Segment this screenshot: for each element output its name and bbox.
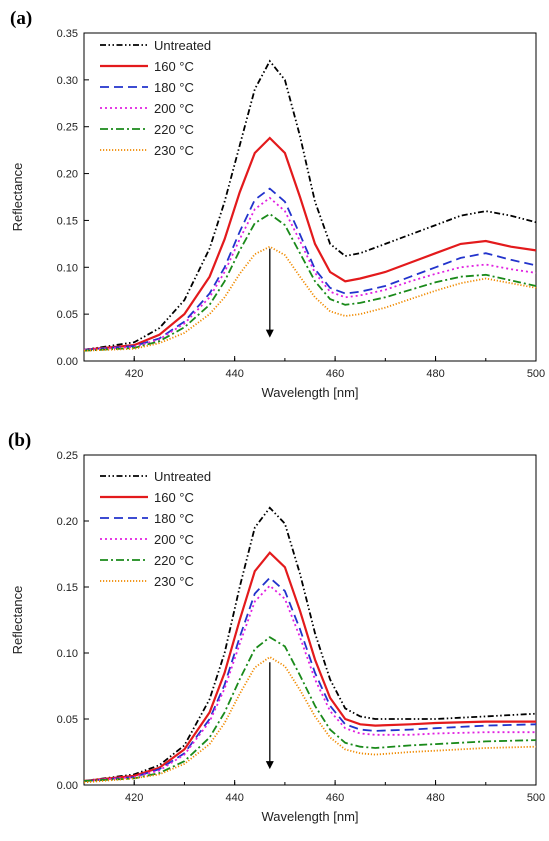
y-tick-label: 0.30 xyxy=(57,75,78,87)
series-line-0 xyxy=(83,506,537,782)
series-line-1 xyxy=(83,136,537,351)
y-tick-label: 0.20 xyxy=(57,516,78,528)
chart-panel-b: (b) 420 440 460 480 500 0.00 0.05 0.10 0.15 0.20 0.… xyxy=(8,430,545,824)
legend: Untreated 160 °C 180 °C 200 °C 220 °C 230 °C xyxy=(100,469,211,589)
x-tick-label: 420 xyxy=(125,368,143,380)
y-tick-label: 0.35 xyxy=(57,28,78,40)
legend-entry-1: 160 °C xyxy=(154,59,194,74)
series-line-5 xyxy=(83,655,537,784)
x-tick-label: 500 xyxy=(527,368,545,380)
y-tick-label: 0.05 xyxy=(57,309,78,321)
y-tick-label: 0.15 xyxy=(57,215,78,227)
plot-frame xyxy=(83,32,537,362)
legend-entry-4: 220 °C xyxy=(154,122,194,137)
legend-entry-3: 200 °C xyxy=(154,532,194,547)
legend-entry-0: Untreated xyxy=(154,469,211,484)
y-tick-label: 0.20 xyxy=(57,169,78,181)
legend: Untreated 160 °C 180 °C 200 °C 220 °C 230 °C xyxy=(100,38,211,158)
y-tick-label: 0.15 xyxy=(57,582,78,594)
y-axis-label: Reflectance xyxy=(10,586,25,655)
series-line-5 xyxy=(83,245,537,352)
y-tick-label: 0.00 xyxy=(57,780,78,792)
series-line-4 xyxy=(83,212,537,352)
series-line-0 xyxy=(83,59,537,351)
series-line-1 xyxy=(83,551,536,783)
x-tick-label: 480 xyxy=(426,368,444,380)
downward-arrow xyxy=(265,662,274,770)
legend-entry-0: Untreated xyxy=(154,38,211,53)
y-tick-label: 0.10 xyxy=(57,648,78,660)
y-tick-label: 0.05 xyxy=(57,714,78,726)
legend-entry-2: 180 °C xyxy=(154,511,194,526)
downward-arrow xyxy=(265,248,274,338)
x-axis-label: Wavelength [nm] xyxy=(261,385,358,400)
x-tick-label: 480 xyxy=(426,792,444,804)
legend-entry-1: 160 °C xyxy=(154,490,194,505)
series-line-2 xyxy=(83,576,537,782)
panel-label: (a) xyxy=(10,8,32,29)
y-tick-label: 0.00 xyxy=(57,356,78,368)
x-tick-label: 500 xyxy=(527,792,545,804)
series-line-4 xyxy=(83,636,537,782)
legend-entry-4: 220 °C xyxy=(154,553,194,568)
panel-label: (b) xyxy=(8,430,31,451)
legend-entry-5: 230 °C xyxy=(154,574,194,589)
y-tick-label: 0.25 xyxy=(57,122,78,134)
x-axis-label: Wavelength [nm] xyxy=(261,809,358,824)
legend-entry-2: 180 °C xyxy=(154,80,194,95)
arrow-head xyxy=(265,761,274,770)
x-tick-label: 460 xyxy=(326,368,344,380)
series-line-3 xyxy=(83,196,537,351)
y-tick-label: 0.25 xyxy=(57,450,78,462)
x-tick-label: 460 xyxy=(326,792,344,804)
legend-entry-3: 200 °C xyxy=(154,101,194,116)
x-tick-label: 440 xyxy=(225,792,243,804)
legend-entry-5: 230 °C xyxy=(154,143,194,158)
series-line-2 xyxy=(83,187,537,351)
y-axis-label: Reflectance xyxy=(10,163,25,232)
x-tick-label: 440 xyxy=(225,368,243,380)
arrow-head xyxy=(265,329,274,338)
plot-frame xyxy=(83,454,537,786)
x-tick-label: 420 xyxy=(125,792,143,804)
y-tick-label: 0.10 xyxy=(57,262,78,274)
chart-panel-a: (a) 420 440 460 480 500 0.00 0.05 0.10 0.15 0.20 0.… xyxy=(10,8,545,400)
